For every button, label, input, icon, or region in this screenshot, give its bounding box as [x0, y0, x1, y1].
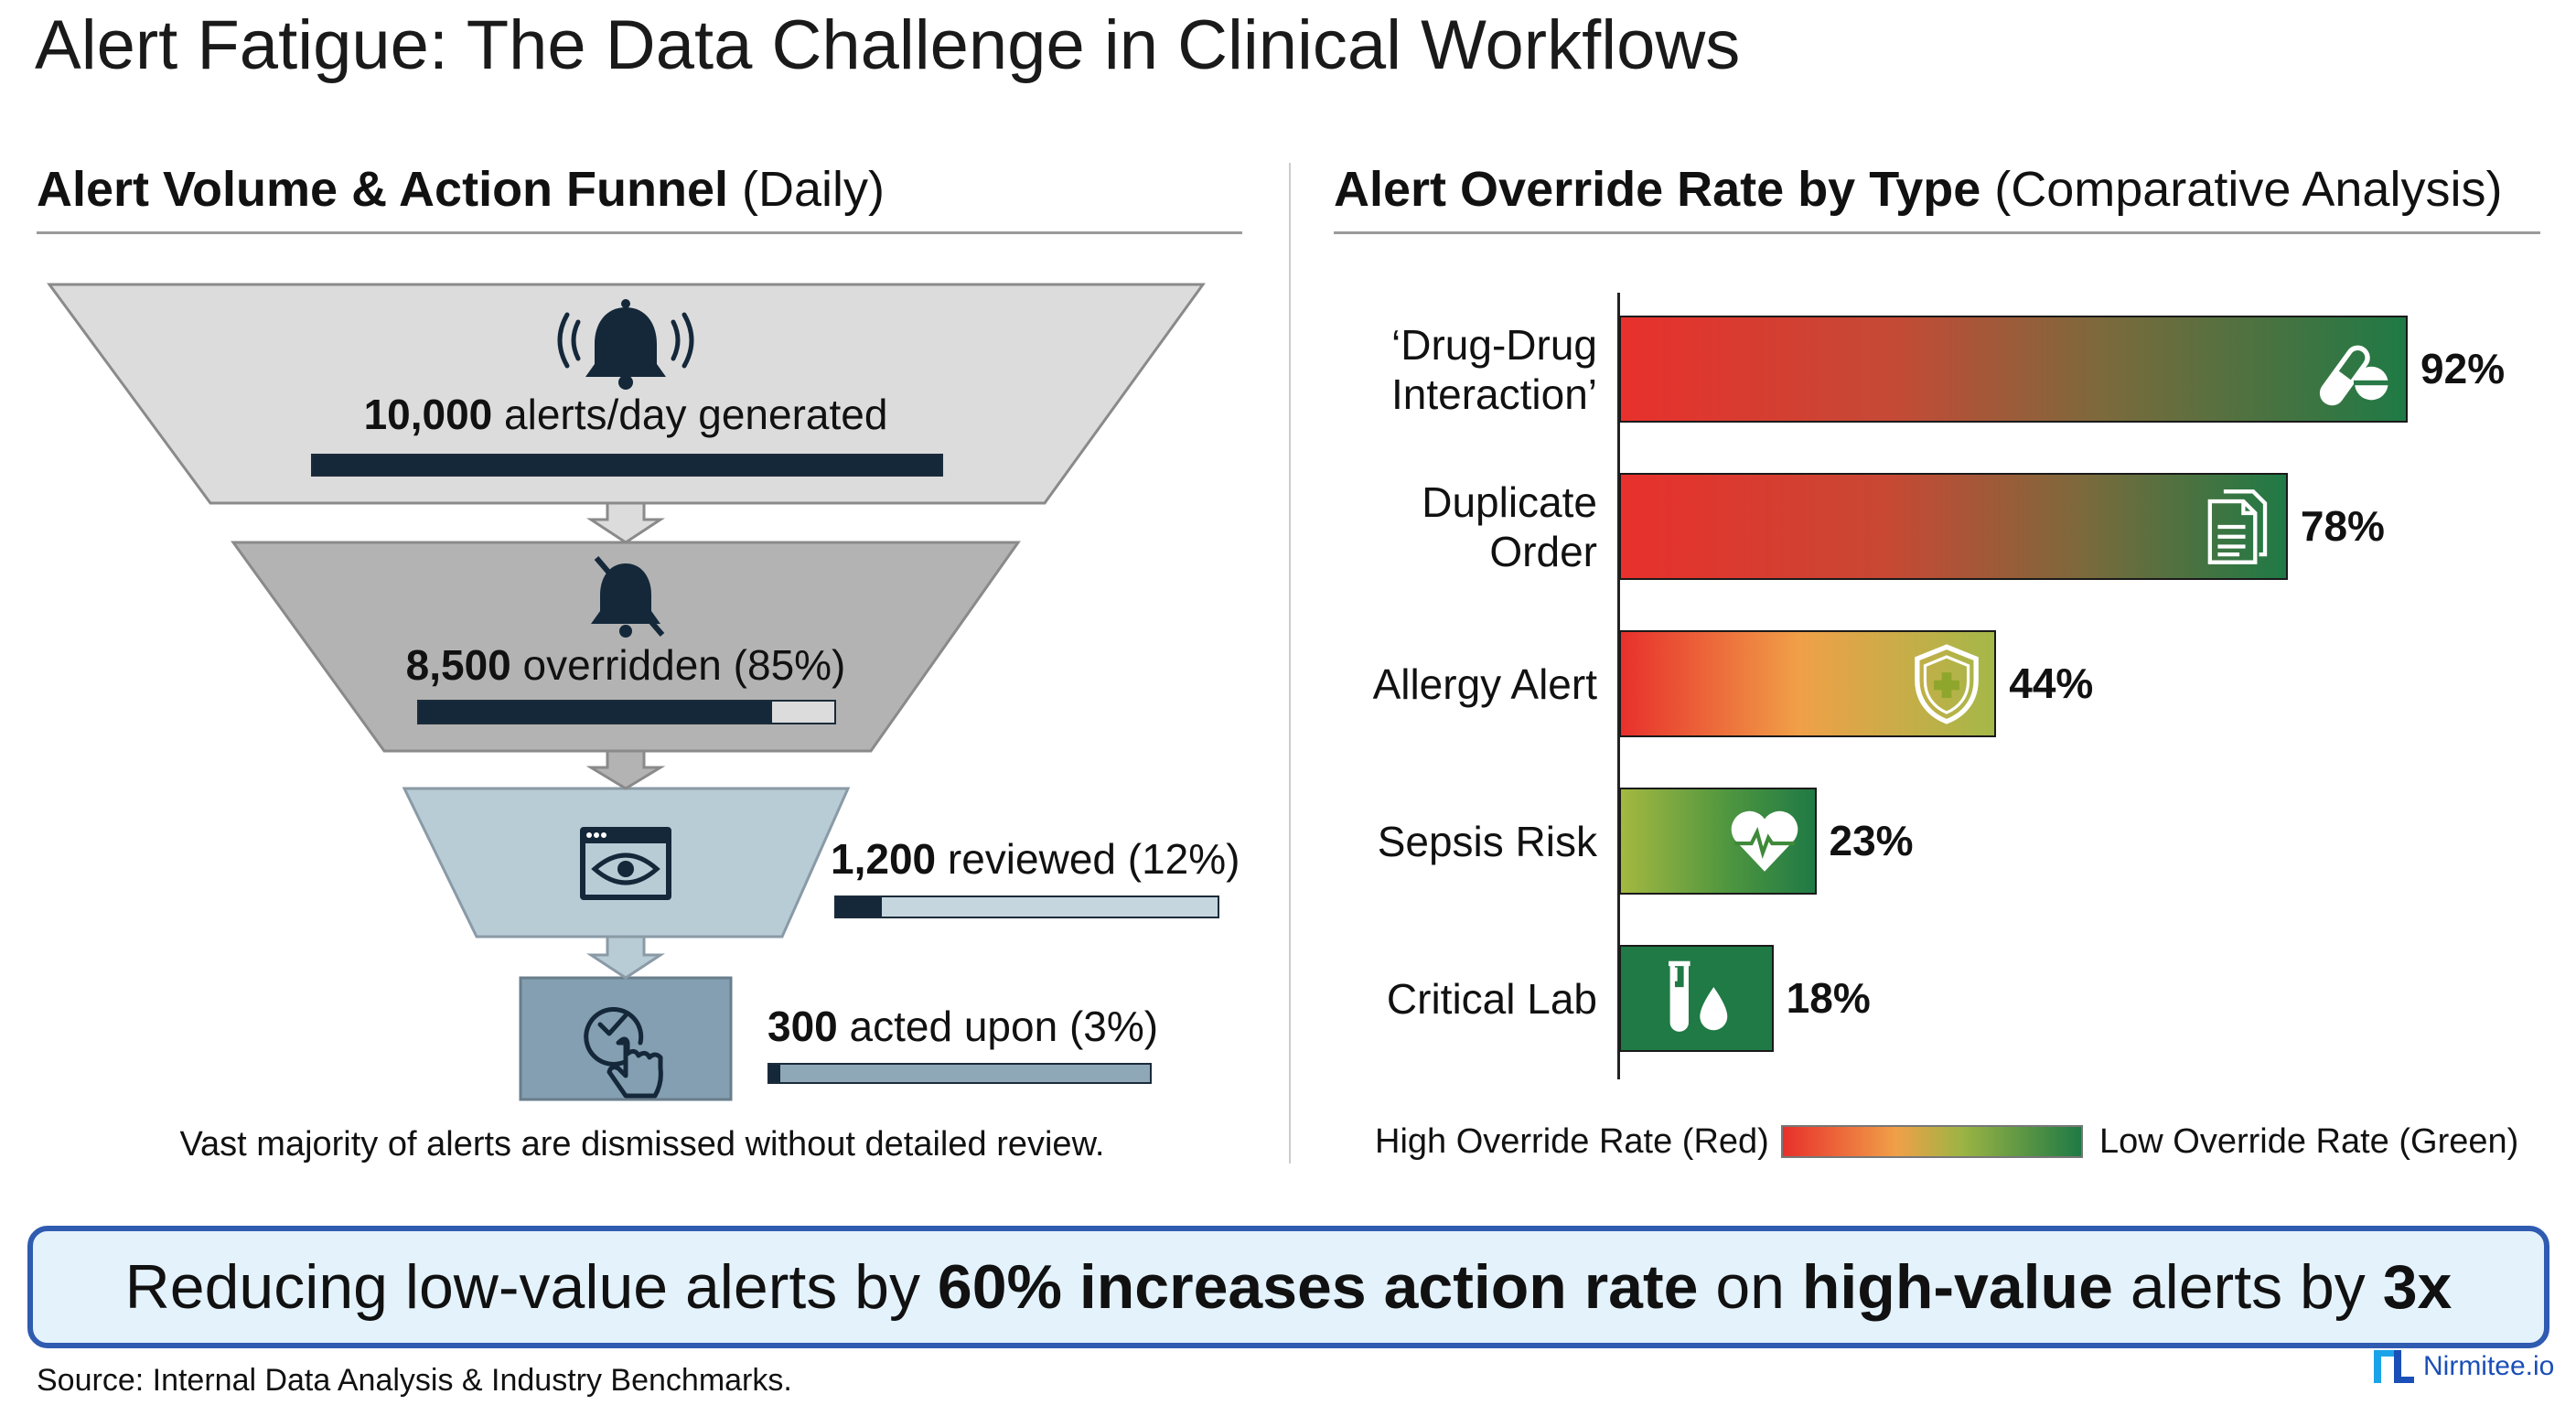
bar — [1619, 473, 2288, 580]
legend-high-label: High Override Rate (Red) — [1375, 1122, 1769, 1161]
documents-icon — [2204, 488, 2273, 566]
stage-2-label: overridden (85%) — [510, 641, 846, 689]
page-title: Alert Fatigue: The Data Challenge in Cli… — [35, 6, 1741, 84]
source-note: Source: Internal Data Analysis & Industr… — [37, 1363, 792, 1398]
stage-2-progress-fill — [419, 702, 772, 723]
stage-1-text: 10,000 alerts/day generated — [351, 390, 900, 439]
stage-3-text: 1,200 reviewed (12%) — [831, 834, 1240, 884]
category-label-line: Critical Lab — [1386, 974, 1597, 1023]
stage-3-progress-fill — [836, 897, 883, 917]
value-label: 18% — [1786, 973, 1871, 1022]
arrow-down-3 — [585, 935, 666, 980]
category-label: Sepsis Risk — [1323, 817, 1597, 866]
category-label: Critical Lab — [1323, 974, 1597, 1024]
funnel-caption: Vast majority of alerts are dismissed wi… — [179, 1125, 1105, 1164]
banner-text-part: Reducing low-value alerts by — [124, 1252, 938, 1322]
stage-1-count: 10,000 — [363, 391, 493, 438]
chart-heading-rule — [1334, 231, 2540, 234]
key-insight-banner: Reducing low-value alerts by 60% increas… — [27, 1226, 2549, 1348]
value-label: 44% — [2009, 659, 2094, 707]
logo-text: Nirmitee.io — [2423, 1351, 2555, 1381]
funnel-heading: Alert Volume & Action Funnel (Daily) — [37, 161, 885, 218]
stage-4-progress — [767, 1063, 1152, 1084]
banner-text-part: alerts by — [2112, 1252, 2383, 1322]
chart-heading: Alert Override Rate by Type (Comparative… — [1334, 161, 2502, 218]
stage-4-progress-fill — [769, 1065, 781, 1082]
banner-text-part: on — [1698, 1252, 1802, 1322]
brand-logo: Nirmitee.io — [2374, 1350, 2554, 1383]
category-label: Duplicate Order — [1323, 477, 1597, 576]
stage-3-label: reviewed (12%) — [936, 835, 1240, 883]
shield-cross-icon — [1912, 643, 1981, 725]
bar — [1619, 630, 1997, 737]
legend-low-label: Low Override Rate (Green) — [2099, 1122, 2519, 1161]
arrow-down-2 — [585, 749, 666, 790]
stage-2-progress — [417, 700, 836, 724]
test-tube-drop-icon — [1657, 958, 1735, 1040]
eye-window-icon — [580, 827, 671, 900]
stage-4-text: 300 acted upon (3%) — [767, 1002, 1158, 1051]
funnel-heading-rest: (Daily) — [728, 162, 886, 217]
bell-ringing-icon — [557, 299, 694, 390]
check-click-icon — [584, 1006, 663, 1099]
bar — [1619, 788, 1817, 895]
stage-1-label: alerts/day generated — [492, 391, 888, 438]
category-label: Allergy Alert — [1323, 660, 1597, 709]
category-label: ‘Drug-Drug Interaction’ — [1323, 320, 1597, 419]
bar — [1619, 316, 2409, 423]
chart-heading-rest: (Comparative Analysis) — [1980, 162, 2503, 217]
bar — [1619, 945, 1774, 1052]
stage-3-count: 1,200 — [831, 835, 937, 883]
stage-3-progress — [834, 896, 1219, 918]
chart-axis — [1617, 293, 1620, 1079]
funnel-heading-bold: Alert Volume & Action Funnel — [37, 162, 729, 217]
category-label-line: Interaction’ — [1390, 370, 1597, 418]
stage-2-count: 8,500 — [405, 641, 511, 689]
banner-text-part: 3x — [2382, 1252, 2453, 1322]
arrow-down-1 — [585, 501, 666, 544]
stage-1-progress — [311, 454, 943, 477]
value-label: 92% — [2420, 344, 2506, 392]
chart-heading-bold: Alert Override Rate by Type — [1334, 162, 1981, 217]
category-label-line: Order — [1489, 527, 1597, 575]
category-label-line: Sepsis Risk — [1377, 817, 1597, 865]
value-label: 23% — [1829, 816, 1914, 864]
category-label-line: Allergy Alert — [1372, 660, 1597, 708]
heart-pulse-icon — [1727, 808, 1802, 875]
stage-2-text: 8,500 overridden (85%) — [351, 640, 900, 690]
legend-gradient — [1781, 1125, 2083, 1158]
banner-text-part: 60% increases action rate — [937, 1252, 1699, 1322]
value-label: 78% — [2300, 501, 2385, 550]
funnel-stage-2 — [231, 541, 1021, 753]
category-label-line: ‘Drug-Drug — [1391, 320, 1597, 369]
category-label-line: Duplicate — [1422, 477, 1597, 526]
section-divider — [1289, 163, 1291, 1164]
stage-1-progress-fill — [313, 456, 941, 475]
funnel-stage-1 — [47, 283, 1206, 505]
funnel-heading-rule — [37, 231, 1242, 234]
bell-muted-icon — [591, 556, 665, 638]
pills-icon — [2314, 338, 2393, 405]
stage-4-count: 300 — [767, 1003, 838, 1050]
logo-mark-icon — [2374, 1350, 2414, 1383]
stage-4-label: acted upon (3%) — [837, 1003, 1159, 1050]
banner-text-part: high-value — [1801, 1252, 2113, 1322]
